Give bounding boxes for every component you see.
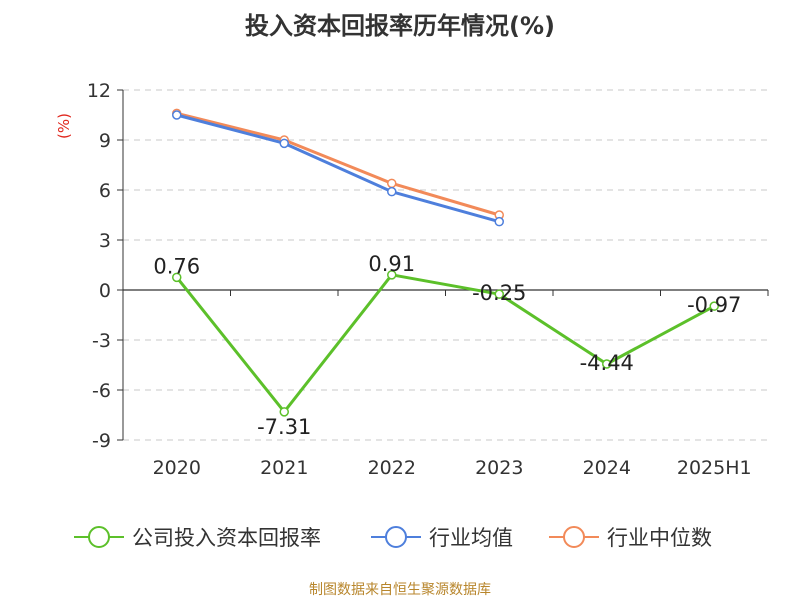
legend-item: 行业均值 (371, 526, 513, 550)
y-tick-label: 6 (99, 180, 111, 202)
legend-label: 公司投入资本回报率 (132, 526, 321, 550)
data-label: -0.25 (472, 281, 526, 305)
y-tick-label: -3 (92, 330, 111, 352)
x-tick-label: 2025H1 (677, 457, 752, 479)
x-tick-label: 2023 (475, 457, 523, 479)
data-label: -0.97 (687, 293, 741, 317)
legend-label: 行业中位数 (607, 526, 712, 550)
data-point (602, 359, 612, 369)
chart-title: 投入资本回报率历年情况(%) (245, 12, 555, 40)
y-axis-label: (%) (55, 113, 73, 139)
y-tick-label: 3 (99, 230, 111, 252)
legend-marker (88, 526, 110, 548)
x-tick-label: 2022 (368, 457, 416, 479)
data-point (387, 186, 397, 197)
x-tick-label: 2024 (583, 457, 631, 479)
x-tick-label: 2020 (153, 457, 201, 479)
data-point (494, 216, 504, 227)
data-label: 0.76 (153, 254, 200, 278)
series-line (176, 113, 500, 224)
legend-marker (563, 526, 585, 548)
data-point (387, 270, 397, 280)
data-source-note: 制图数据来自恒生聚源数据库 (309, 582, 491, 598)
legend-item: 行业中位数 (549, 526, 712, 550)
legend-marker (385, 526, 407, 548)
series-line (175, 273, 715, 414)
y-tick-label: -9 (92, 430, 111, 452)
y-tick-label: -6 (92, 380, 111, 402)
data-label: -4.44 (580, 351, 634, 375)
x-tick-label: 2021 (260, 457, 308, 479)
data-point (709, 301, 719, 311)
data-point (494, 289, 504, 299)
y-tick-label: 0 (99, 280, 111, 302)
legend-label: 行业均值 (429, 526, 513, 550)
data-point (172, 272, 182, 283)
data-label: 0.91 (368, 252, 415, 276)
data-point (279, 138, 289, 149)
legend-item: 公司投入资本回报率 (74, 526, 321, 550)
data-point (172, 110, 182, 120)
y-tick-label: 12 (87, 80, 111, 102)
data-label: -7.31 (257, 415, 311, 439)
data-point (387, 178, 397, 189)
data-point (279, 407, 289, 417)
y-tick-label: 9 (99, 130, 111, 152)
series-line (176, 111, 500, 217)
